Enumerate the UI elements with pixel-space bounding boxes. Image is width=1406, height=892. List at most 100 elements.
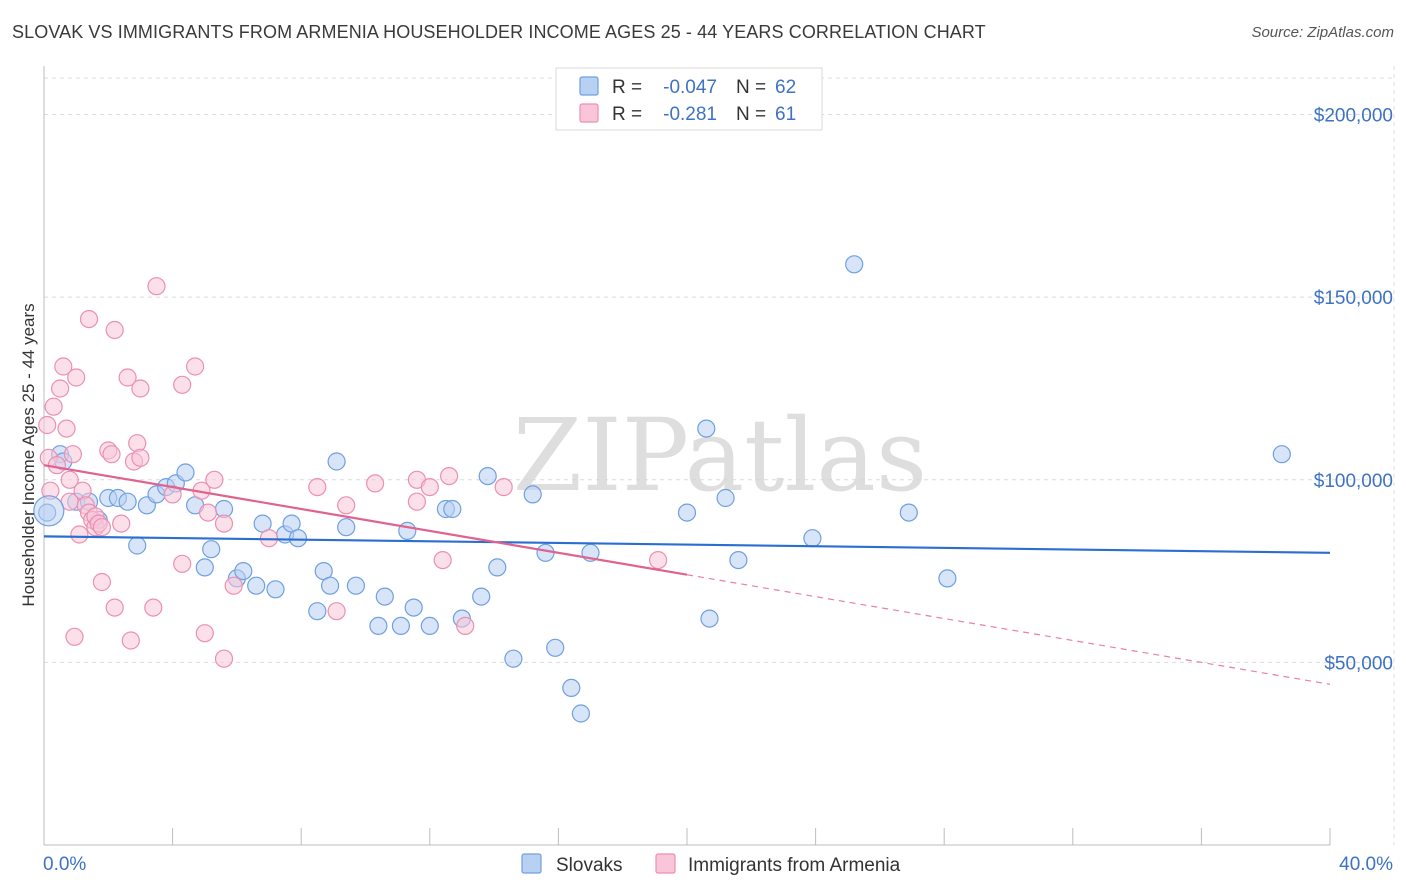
slovak-point-large [33,495,65,527]
armenia-point [65,627,84,646]
slovak-point [308,602,327,621]
armenia-point [44,397,63,416]
y-tick-label: $200,000 [1314,106,1393,127]
armenia-point [131,448,150,467]
slovak-point [327,452,346,471]
armenia-point [60,470,79,489]
slovak-point [700,609,719,628]
slovak-point [321,576,340,595]
armenia-point [63,445,83,464]
slovak-point [803,529,822,548]
slovak-point [266,580,285,599]
slovak-point [176,463,195,482]
y-axis-label: Householder Income Ages 25 - 44 years [19,303,38,606]
trend-lines [43,464,1331,685]
slovak-point [288,529,308,548]
legend-n-value: 62 [775,77,796,98]
armenia-point [456,616,475,636]
armenia-point [92,572,112,592]
correlation-legend: R = -0.047 N = 62 R = -0.281 N = 61 [555,67,823,131]
armenia-point [173,554,192,573]
armenia-point [327,602,346,621]
series-legend: Slovaks Immigrants from Armenia [521,853,901,876]
y-tick-label: $100,000 [1314,471,1393,492]
armenia-point [214,514,234,533]
slovak-point [938,569,957,588]
armenia-point [121,631,140,650]
armenia-point [79,310,99,329]
source-label: Source: ZipAtlas.com [1251,24,1394,41]
armenia-point [648,550,668,570]
slovak-point [369,616,388,636]
slovak-point [234,561,253,581]
armenia-point [173,375,192,394]
armenia-point [118,368,137,387]
pink-series-swatch [655,853,676,874]
x-tick-labels: 0.0% 40.0% [43,854,1393,875]
slovak-point [899,503,918,522]
x-tick-label-min: 0.0% [43,854,86,875]
slovak-point [404,598,423,617]
armenia-point [440,467,459,486]
legend-r-label: R = [612,104,642,125]
armenia-point [105,320,124,340]
armenia-point [105,598,124,617]
slovak-point [546,638,565,657]
armenia-point [131,379,150,398]
slovak-point [716,488,735,508]
armenia-point [407,492,426,511]
armenia-point [70,525,89,544]
blue-series-label: Slovaks [556,855,623,876]
legend-n-label: N = [736,104,766,125]
armenia-point [57,419,76,438]
x-tick-label-max: 40.0% [1339,854,1393,875]
slovak-point [536,543,555,562]
armenia-point [38,415,57,435]
armenia-point [420,478,439,497]
armenia-point [186,357,205,376]
armenia-point [92,518,112,537]
slovak-point [118,492,137,511]
slovak-point [697,419,716,438]
slovak-point [523,485,542,504]
armenia-point [112,514,131,533]
y-tick-label: $150,000 [1314,288,1393,309]
legend-r-label: R = [612,77,642,98]
data-points [33,255,1291,723]
armenia-point [50,379,70,398]
slovak-point [1272,445,1291,464]
armenia-point [366,474,385,493]
slovak-point [472,587,491,606]
legend-n-label: N = [736,77,766,98]
legend-n-value: 61 [775,104,796,125]
armenia-point [198,503,218,522]
pink-legend-swatch [579,103,599,123]
armenia-point [54,357,73,376]
slovak-point [420,616,439,636]
armenia-trend-extension [686,574,1331,685]
legend-r-value: -0.281 [663,104,717,125]
armenia-point [214,649,234,668]
armenia-point [67,368,86,387]
legend-r-value: -0.047 [663,77,717,98]
armenia-point [205,470,224,489]
slovak-point [337,518,356,537]
slovak-point [202,540,221,559]
armenia-point [494,478,513,497]
armenia-point [195,624,214,643]
slovak-point [128,536,147,555]
armenia-point [102,445,121,464]
armenia-trend-line [43,464,688,576]
slovak-point [562,678,581,698]
blue-legend-swatch [579,76,599,96]
armenia-point [147,277,166,296]
y-tick-label: $50,000 [1324,653,1393,674]
pink-series-label: Immigrants from Armenia [688,855,901,876]
slovak-point [346,576,365,595]
armenia-point [433,550,452,570]
slovak-point [195,558,214,577]
slovak-point [478,467,497,486]
slovak-point [391,616,410,636]
slovak-point [443,499,462,519]
